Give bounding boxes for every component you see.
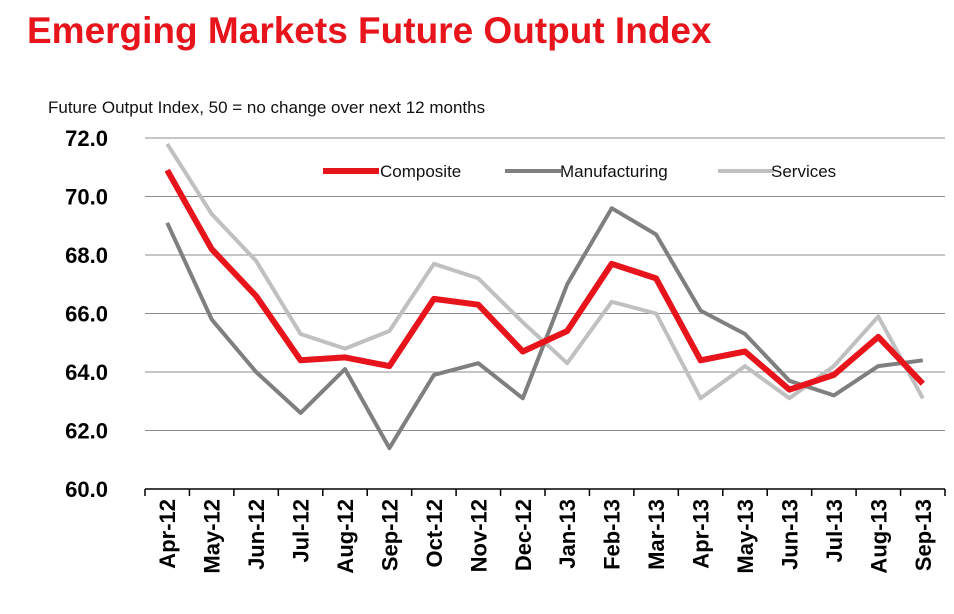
x-tick-label: Sep-12 — [377, 499, 402, 571]
y-tick-label: 66.0 — [65, 302, 108, 327]
y-tick-label: 62.0 — [65, 419, 108, 444]
x-tick-label: Jun-13 — [777, 499, 802, 570]
y-tick-label: 70.0 — [65, 185, 108, 210]
x-tick-label: May-13 — [733, 499, 758, 574]
series-line-composite — [164, 168, 925, 393]
series-line-services — [165, 142, 925, 401]
x-tick-label: Aug-13 — [866, 499, 891, 574]
x-tick-label: Apr-13 — [689, 499, 714, 569]
y-tick-label: 72.0 — [65, 126, 108, 151]
chart-subtitle: Future Output Index, 50 = no change over… — [48, 98, 486, 117]
y-axis: 60.0 62.0 64.0 66.0 68.0 70.0 72.0 — [65, 126, 108, 502]
y-tick-label: 60.0 — [65, 477, 108, 502]
y-tick-label: 64.0 — [65, 360, 108, 385]
x-tick-label: May-12 — [200, 499, 225, 574]
x-tick-label: Dec-12 — [511, 499, 536, 571]
x-tick-label: Oct-12 — [422, 499, 447, 567]
series-lines — [164, 142, 925, 451]
x-tick-label: Nov-12 — [466, 499, 491, 572]
x-tick-label: Sep-13 — [911, 499, 936, 571]
x-axis: Apr-12 May-12 Jun-12 Jul-12 Aug-12 Sep-12 Oct-… — [144, 488, 946, 574]
x-tick-label: Jun-12 — [244, 499, 269, 570]
x-tick-label: Apr-12 — [155, 499, 180, 569]
legend-label-services: Services — [771, 162, 836, 181]
chart-title: Emerging Markets Future Output Index — [27, 10, 712, 51]
grid-lines — [145, 137, 945, 431]
x-tick-label: Feb-13 — [600, 499, 625, 570]
x-tick-label: Jan-13 — [555, 499, 580, 569]
legend: Composite Manufacturing Services — [323, 162, 836, 181]
x-tick-label: Jul-12 — [289, 499, 314, 563]
legend-label-manufacturing: Manufacturing — [560, 162, 668, 181]
x-tick-label: Jul-13 — [822, 499, 847, 563]
y-tick-label: 68.0 — [65, 243, 108, 268]
legend-label-composite: Composite — [380, 162, 461, 181]
x-tick-label: Aug-12 — [333, 499, 358, 574]
x-tick-label: Mar-13 — [644, 499, 669, 570]
